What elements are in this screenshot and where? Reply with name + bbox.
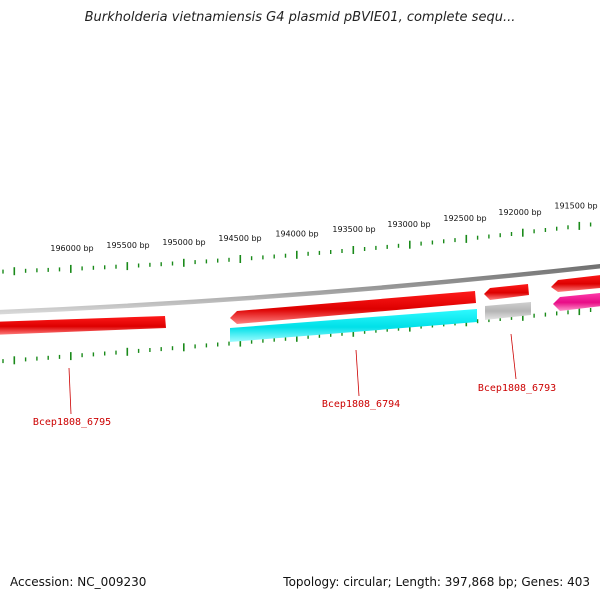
- topology-summary: Topology: circular; Length: 397,868 bp; …: [283, 575, 590, 589]
- scale-labels: 196000 bp 195500 bp 195000 bp 194500 bp 1940…: [50, 201, 597, 253]
- gene-label-leader: [510, 333, 517, 380]
- outer-tick-marks: [2, 221, 592, 276]
- accession-label: Accession: NC_009230: [10, 575, 147, 589]
- forward-cds-feature[interactable]: [484, 284, 529, 300]
- scale-label: 194500 bp: [218, 234, 261, 243]
- scale-label: 192000 bp: [498, 208, 541, 217]
- misc-feature[interactable]: [553, 292, 600, 311]
- map-title: Burkholderia vietnamiensis G4 plasmid pB…: [84, 10, 516, 25]
- forward-cds-feature[interactable]: [230, 291, 476, 324]
- gene-label-leader: [355, 349, 360, 397]
- gene-label[interactable]: Bcep1808_6794: [322, 399, 400, 410]
- scale-label: 193500 bp: [332, 225, 375, 234]
- gene-label[interactable]: Bcep1808_6793: [478, 383, 556, 394]
- scale-label: 196000 bp: [50, 244, 93, 253]
- forward-cds-feature[interactable]: [551, 274, 600, 292]
- gene-label-leader: [68, 367, 72, 415]
- forward-cds-feature[interactable]: [0, 316, 166, 335]
- reverse-cds-feature[interactable]: [485, 302, 531, 320]
- plasmid-backbone: [0, 263, 600, 315]
- gene-labels: Bcep1808_6795 Bcep1808_6794 Bcep1808_679…: [33, 333, 556, 428]
- scale-label: 195000 bp: [162, 238, 205, 247]
- scale-label: 191500 bp: [554, 201, 597, 210]
- scale-label: 194000 bp: [275, 230, 318, 239]
- scale-label: 193000 bp: [387, 220, 430, 229]
- gene-label[interactable]: Bcep1808_6795: [33, 417, 111, 428]
- reverse-strand-track: [230, 292, 600, 342]
- scale-label: 192500 bp: [443, 214, 486, 223]
- forward-strand-track: [0, 274, 600, 335]
- scale-label: 195500 bp: [106, 241, 149, 250]
- reverse-cds-feature[interactable]: [230, 309, 477, 342]
